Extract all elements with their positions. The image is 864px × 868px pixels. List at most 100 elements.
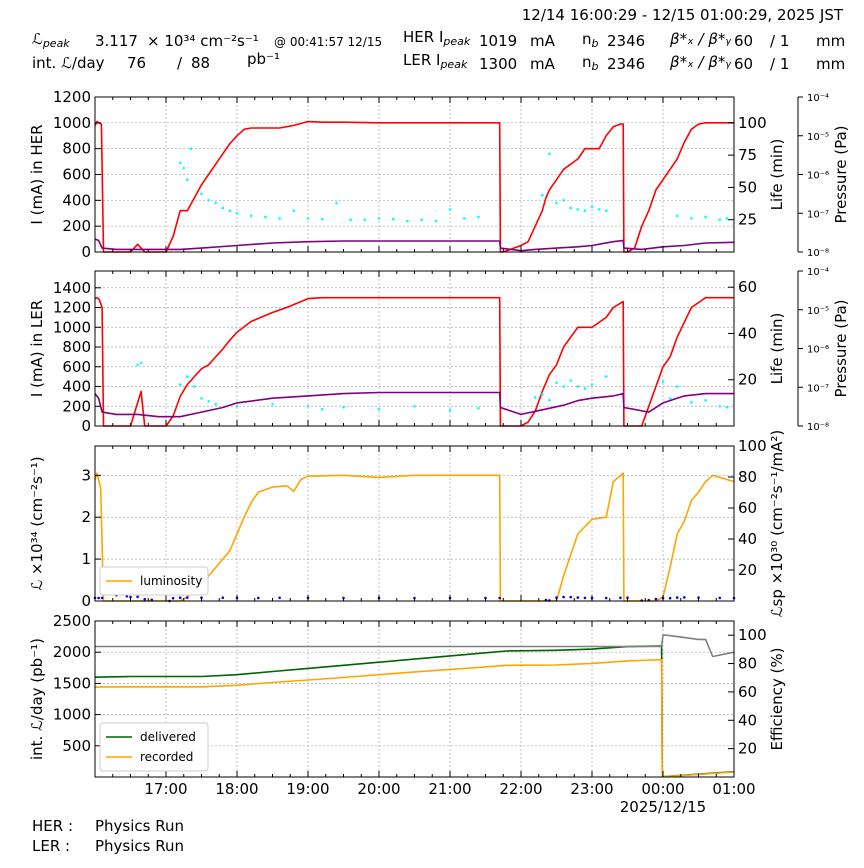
her-nb-label: nb [582,30,599,50]
data-point-pressure [533,396,537,399]
data-point-specific [654,597,658,601]
y2-tick-label: 100 [738,437,767,455]
data-point-pressure [278,217,281,220]
x-tick-label: 19:00 [286,780,329,798]
y-tick-label: 0 [81,417,91,435]
pressure-tick-label: 10⁻⁴ [807,267,829,278]
pressure-tick-label: 10⁻⁶ [807,345,829,356]
data-point-specific [257,596,260,600]
data-point-pressure [555,381,558,384]
y-tick-label: 1200 [53,299,91,317]
data-point-specific [718,596,722,600]
data-point-pressure [590,205,594,209]
y-tick-label: 200 [62,397,91,415]
data-point-pressure [306,217,310,220]
her-beta-x: 60 [734,32,753,50]
data-point-pressure [335,201,338,205]
data-point-pressure [420,218,423,221]
data-point-specific [562,595,565,599]
pressure-tick-label: 10⁻⁵ [807,132,829,143]
pressure-axis-label: Pressure (Pa) [832,299,850,397]
y2-tick-label: 75 [738,146,757,164]
legend-label: delivered [140,730,196,744]
y-tick-label: 400 [62,378,91,396]
data-point-pressure [200,397,203,400]
data-point-pressure [306,405,310,408]
y2-tick-label: 40 [738,324,757,342]
intl-label: int. ℒ/day [32,54,105,72]
y-tick-label: 1000 [53,706,91,724]
y2-tick-label: 100 [738,626,767,644]
y-axis-label: I (mA) in HER [28,124,46,224]
data-point-specific [569,595,572,599]
data-point-pressure [548,152,551,156]
x-tick-label: 00:00 [641,780,684,798]
ler-beta-y: / 1 [770,55,789,73]
data-point-specific [697,596,700,599]
y2-tick-label: 80 [738,468,757,486]
time-range: 12/14 16:00:29 - 12/15 01:00:29, 2025 JS… [522,6,844,24]
data-point-pressure [434,219,438,223]
series-line-efficiency [95,634,735,658]
her-ipeak-value: 1019 [479,32,517,50]
y2-axis-label: Life (min) [768,313,786,385]
series-line-current [94,120,734,253]
data-point-pressure [391,217,395,221]
lpeak-unit: × 10³⁴ cm⁻²s⁻¹ [147,32,259,50]
intl-unit: pb⁻¹ [247,50,280,68]
data-point-pressure [690,401,693,404]
data-point-pressure [725,405,729,409]
series-line-life [94,238,735,252]
ler-beta-unit: mm [816,55,845,73]
plot-frame [94,96,735,253]
data-point-specific [668,596,672,600]
data-point-pressure [718,218,722,221]
data-point-pressure [228,209,232,212]
y-tick-label: 500 [62,737,91,755]
data-point-pressure [377,407,381,411]
y2-tick-label: 40 [738,711,757,729]
data-point-specific [100,596,104,600]
y2-tick-label: 20 [738,561,757,579]
data-point-specific [143,598,146,601]
y-tick-label: 1400 [53,279,91,297]
data-point-pressure [320,217,324,221]
pressure-axis-label: Pressure (Pa) [832,125,850,223]
data-point-pressure [675,385,679,388]
y2-tick-label: 20 [738,740,757,758]
data-point-pressure [718,405,722,408]
y-tick-label: 2000 [53,643,91,661]
data-point-pressure [690,217,693,220]
data-point-pressure [583,387,587,390]
data-point-specific [150,598,154,602]
data-point-pressure [377,217,381,220]
x-date-label: 2025/12/15 [620,798,706,816]
x-tick-label: 22:00 [499,780,542,798]
data-point-specific [604,596,608,600]
y-tick-label: 0 [81,243,91,261]
ler-status-label: LER : [32,837,70,855]
data-point-pressure [562,385,565,388]
data-point-specific [171,596,175,600]
data-point-pressure [590,383,594,386]
pressure-tick-label: 10⁻⁶ [807,171,829,182]
data-point-pressure [725,217,729,220]
y-tick-label: 1000 [53,114,91,132]
data-point-pressure [136,363,139,367]
data-point-pressure [249,214,253,218]
data-point-specific [200,596,203,599]
data-point-pressure [604,375,608,378]
y2-axis-label: ℒsp ×10³⁰ (cm⁻²s⁻¹/mA²) [768,430,786,618]
data-point-pressure [320,407,324,411]
data-point-specific [136,595,139,599]
data-point-pressure [675,214,679,218]
data-point-pressure [661,380,665,383]
data-point-pressure [555,201,558,205]
ler-ipeak-unit: mA [530,55,556,73]
data-point-pressure [583,209,587,212]
y-tick-label: 800 [62,338,91,356]
data-point-pressure [541,393,544,396]
data-point-pressure [271,403,274,406]
